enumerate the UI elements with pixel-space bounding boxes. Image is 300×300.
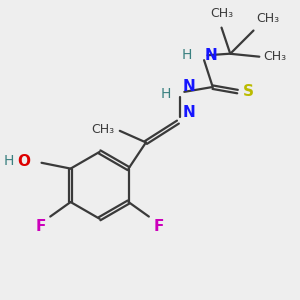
Text: CH₃: CH₃: [256, 12, 280, 25]
Text: CH₃: CH₃: [210, 8, 233, 20]
Text: O: O: [17, 154, 30, 169]
Text: N: N: [205, 48, 218, 63]
Text: H: H: [160, 88, 171, 101]
Text: N: N: [182, 105, 195, 120]
Text: CH₃: CH₃: [91, 123, 114, 136]
Text: CH₃: CH₃: [264, 50, 287, 63]
Text: S: S: [243, 84, 254, 99]
Text: F: F: [153, 220, 164, 235]
Text: F: F: [35, 220, 46, 235]
Text: H: H: [4, 154, 14, 168]
Text: N: N: [182, 79, 195, 94]
Text: H: H: [182, 48, 193, 62]
